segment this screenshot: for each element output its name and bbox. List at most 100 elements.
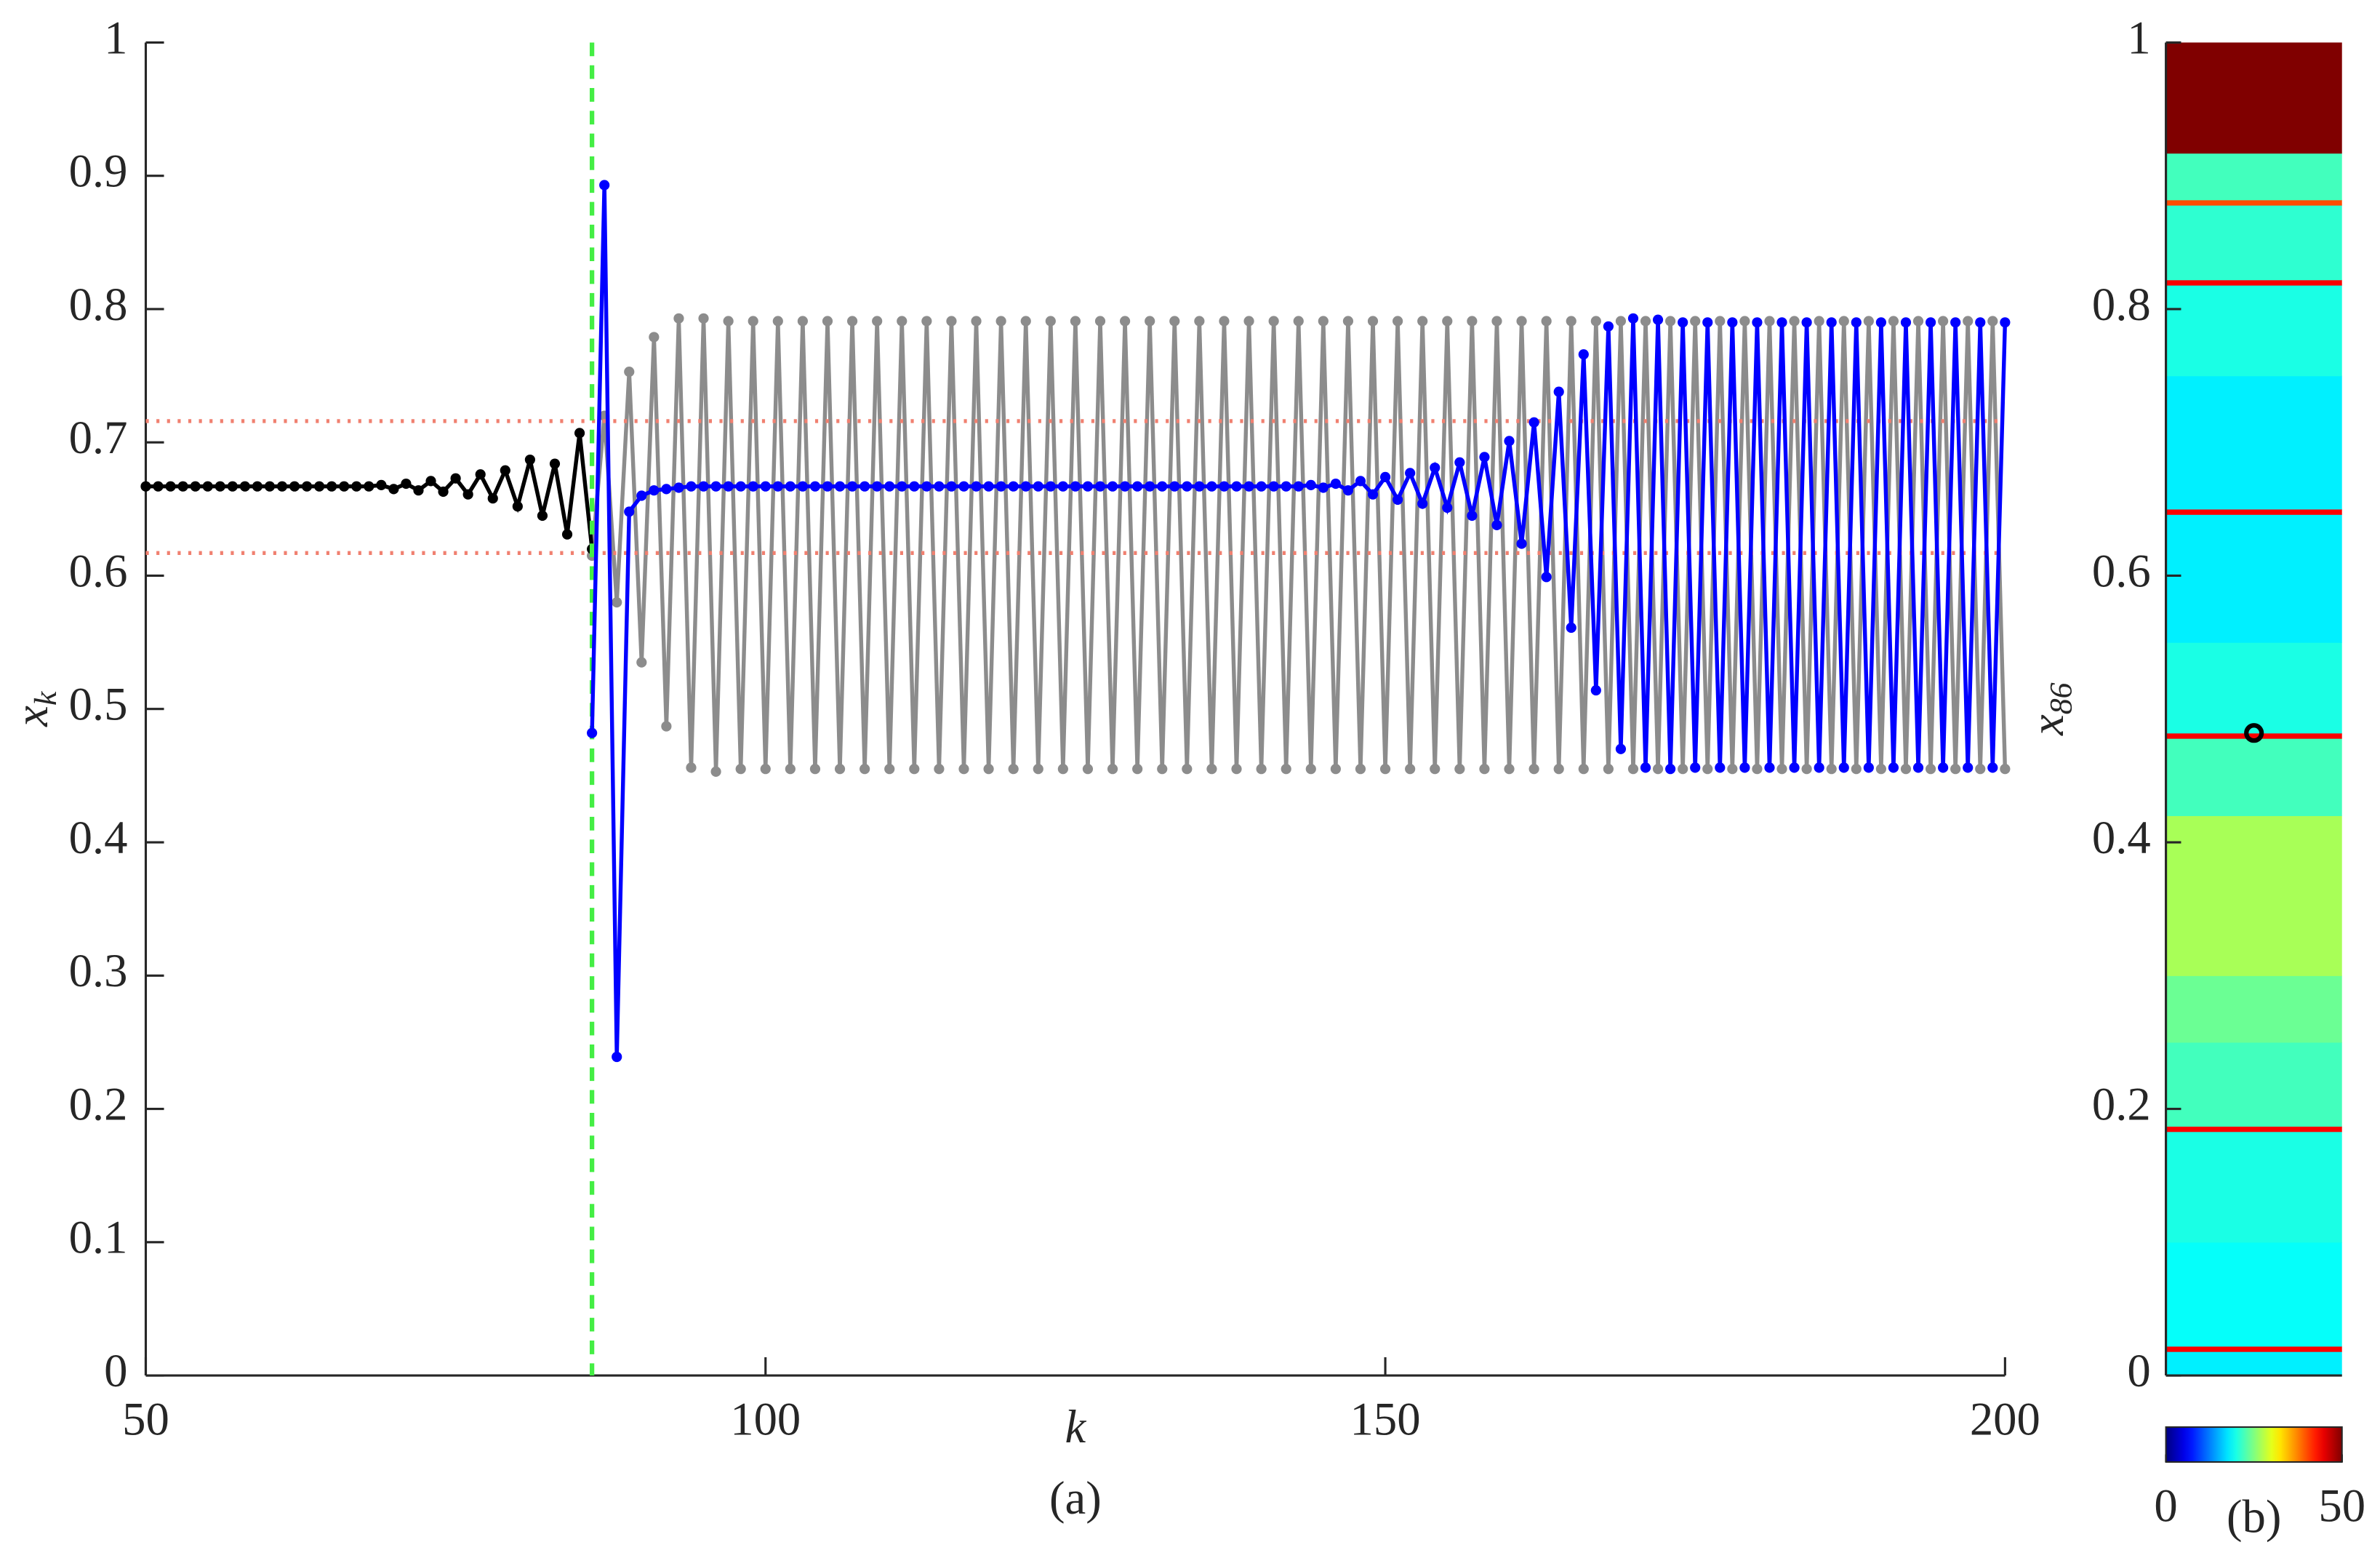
point: [227, 481, 238, 492]
point: [946, 316, 957, 327]
point: [1590, 684, 1601, 696]
point: [1975, 764, 1986, 775]
heatmap-band: [2165, 508, 2342, 515]
point: [264, 481, 276, 492]
point: [1739, 316, 1750, 327]
point: [735, 481, 746, 492]
point: [202, 481, 213, 492]
point: [934, 481, 945, 492]
point: [1900, 764, 1912, 775]
point: [1379, 471, 1391, 482]
point: [512, 501, 523, 512]
point: [1491, 519, 1502, 530]
point: [1231, 481, 1242, 492]
point: [872, 481, 883, 492]
point: [1430, 462, 1441, 474]
point: [834, 764, 846, 775]
point: [1107, 764, 1118, 775]
point: [673, 482, 684, 493]
point: [735, 764, 746, 775]
point: [1504, 764, 1515, 775]
point: [549, 458, 561, 469]
colorbar-tick-label: 50: [2318, 1479, 2365, 1532]
y-tick-label: 0.6: [2092, 544, 2151, 596]
point: [958, 764, 969, 775]
point: [921, 481, 932, 492]
point: [1070, 316, 1081, 327]
point: [1107, 481, 1118, 492]
point: [1219, 481, 1230, 492]
point: [1243, 316, 1254, 327]
point: [401, 478, 412, 490]
point: [921, 316, 932, 327]
point: [1640, 316, 1651, 327]
point: [1442, 316, 1453, 327]
x-tick-label: 150: [1350, 1393, 1421, 1445]
heatmap-band: [2165, 1351, 2342, 1376]
point: [1281, 481, 1291, 492]
point: [884, 764, 895, 775]
x-tick-label: 200: [1970, 1393, 2040, 1445]
point: [686, 762, 697, 773]
heatmap-band: [2165, 375, 2342, 510]
point: [1528, 764, 1539, 775]
point: [971, 481, 982, 492]
point: [909, 481, 920, 492]
point: [301, 481, 313, 492]
point: [797, 316, 808, 327]
point: [971, 316, 982, 327]
point: [1281, 764, 1291, 775]
heatmap-band: [2165, 279, 2342, 286]
heatmap-band: [2165, 514, 2342, 643]
point: [1430, 764, 1441, 775]
point: [1590, 316, 1601, 327]
y-tick-label: 0.7: [69, 411, 128, 463]
point: [612, 1051, 622, 1063]
point: [1665, 316, 1676, 327]
point: [1405, 764, 1416, 775]
point: [351, 481, 362, 492]
heatmap-band: [2165, 732, 2342, 739]
point: [1082, 481, 1094, 492]
point: [772, 481, 783, 492]
point: [1801, 317, 1812, 328]
point: [1727, 764, 1738, 775]
caption: (b): [2227, 1490, 2281, 1542]
point: [1764, 762, 1775, 773]
point: [1231, 764, 1242, 775]
point: [1442, 502, 1453, 514]
point: [760, 764, 771, 775]
point: [1627, 764, 1639, 775]
point: [1194, 316, 1205, 327]
point: [1305, 479, 1316, 490]
point: [1814, 316, 1824, 327]
point: [1690, 316, 1701, 327]
point: [190, 481, 201, 492]
point: [1690, 762, 1701, 773]
point: [1393, 316, 1403, 327]
point: [1752, 317, 1763, 328]
point: [388, 484, 399, 495]
point: [1467, 316, 1478, 327]
point: [1838, 762, 1849, 773]
y-tick-label: 1: [104, 11, 127, 63]
label-base: x: [5, 706, 57, 727]
point: [587, 727, 598, 738]
point: [1875, 317, 1886, 328]
point: [909, 764, 920, 775]
point: [1393, 494, 1403, 506]
point: [822, 316, 833, 327]
point: [1256, 481, 1267, 492]
point: [1417, 316, 1428, 327]
point: [252, 481, 263, 492]
point: [636, 657, 647, 668]
point: [1727, 317, 1738, 328]
point: [797, 481, 808, 492]
point: [1132, 481, 1143, 492]
point: [1293, 481, 1304, 492]
point: [1405, 468, 1416, 479]
point: [1912, 316, 1924, 327]
point: [1987, 316, 1998, 327]
point: [1169, 316, 1180, 327]
